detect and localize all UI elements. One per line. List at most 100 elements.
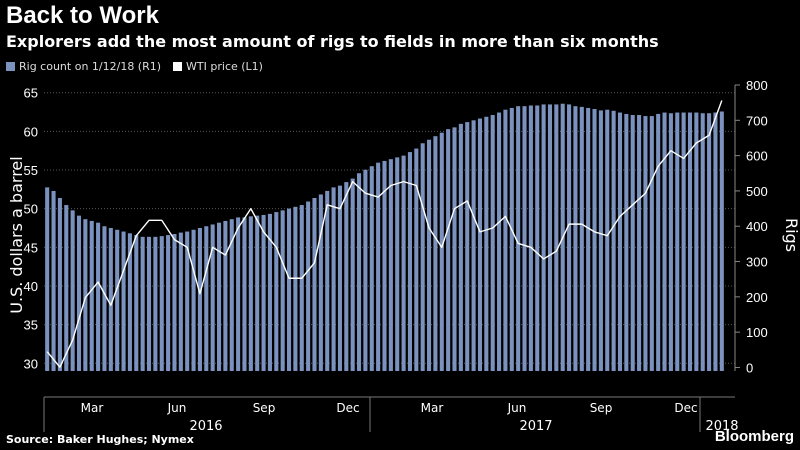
rig-count-bar	[134, 235, 139, 371]
rig-count-bar	[446, 129, 451, 371]
rig-count-bar	[707, 113, 712, 371]
rig-count-bar	[286, 208, 292, 371]
x-axis-month-label: Sep	[590, 401, 613, 415]
right-axis-tick-label: 500	[746, 184, 768, 199]
rig-count-bar	[312, 197, 317, 371]
x-axis-month-label: Dec	[674, 401, 697, 415]
rig-count-bar	[306, 201, 311, 371]
rig-count-bar	[458, 123, 463, 371]
chart-subtitle: Explorers add the most amount of rigs to…	[6, 32, 659, 51]
rig-count-bar	[166, 235, 171, 371]
rig-count-bar	[223, 220, 228, 371]
right-axis-tick-label: 0	[746, 360, 753, 375]
rig-count-bar	[146, 236, 152, 371]
rig-count-bar	[191, 229, 196, 371]
rig-count-bar	[102, 226, 107, 371]
rig-count-bar	[267, 213, 272, 371]
bloomberg-logo: Bloomberg	[714, 428, 794, 445]
left-axis-tick-label: 65	[24, 86, 38, 101]
wti-price-line	[46, 100, 723, 368]
left-axis-title: U.S. dollars a barrel	[7, 156, 26, 313]
x-axis-month-label: Mar	[81, 401, 104, 415]
rig-count-bar	[675, 112, 680, 371]
rig-count-bar	[401, 155, 406, 371]
rig-count-bar	[497, 112, 502, 371]
legend-item-wti-price: WTI price (L1)	[173, 60, 263, 73]
right-axis-tick-label: 300	[746, 255, 768, 270]
rig-count-bar	[293, 206, 298, 371]
rig-count-bar	[465, 122, 470, 372]
x-axis-month-label: Jun	[167, 401, 187, 415]
rig-count-bar	[407, 152, 412, 371]
x-axis-year-label: 2016	[189, 419, 222, 434]
rig-count-bar	[89, 220, 94, 371]
rig-count-bar	[204, 226, 209, 371]
rig-count-bar	[624, 113, 629, 371]
rig-count-bar	[452, 127, 457, 372]
rig-count-bar	[713, 112, 718, 371]
rig-count-bar	[579, 106, 584, 371]
rig-count-bar	[427, 139, 432, 371]
left-axis-tick-label: 40	[24, 279, 38, 294]
rig-count-bar	[185, 231, 190, 371]
rig-count-bar	[299, 205, 304, 371]
left-axis-tick-label: 45	[24, 240, 38, 255]
rig-count-bar	[280, 210, 285, 371]
rig-count-bar	[662, 112, 667, 371]
rig-count-bar	[503, 109, 508, 371]
rig-count-bar	[70, 210, 75, 371]
legend-label-wti-price: WTI price (L1)	[186, 60, 263, 73]
rig-count-bar	[83, 219, 88, 371]
rig-count-bar	[76, 215, 82, 371]
left-axis-tick-label: 50	[24, 202, 38, 217]
rig-count-bar	[439, 132, 444, 371]
rig-count-bar	[573, 106, 578, 372]
rig-count-bar	[325, 190, 330, 371]
rig-count-bar	[210, 224, 215, 371]
legend-swatch-line	[173, 62, 183, 71]
rig-count-bar	[490, 115, 495, 371]
left-axis-tick-label: 60	[24, 124, 38, 139]
rig-count-bar	[637, 115, 642, 371]
rig-count-bar	[592, 109, 597, 371]
rig-count-bar	[376, 162, 381, 371]
right-axis-tick-label: 400	[746, 219, 768, 234]
rig-count-bar	[363, 169, 368, 371]
x-axis-year-label: 2018	[705, 419, 738, 434]
right-axis-title: Rigs	[782, 218, 800, 252]
rig-count-bar	[656, 113, 661, 371]
rig-count-bar	[115, 229, 120, 371]
rig-count-bar	[369, 166, 374, 371]
rig-count-bar	[121, 231, 126, 371]
rig-count-bar	[197, 228, 202, 371]
rig-count-bar	[261, 214, 266, 371]
rig-count-bar	[51, 190, 56, 371]
rig-count-bar	[159, 236, 164, 371]
legend-label-rig-count: Rig count on 1/12/18 (R1)	[19, 60, 162, 73]
rig-count-bar	[178, 232, 183, 371]
right-axis-tick-label: 700	[746, 113, 768, 128]
rig-count-bar	[140, 236, 145, 371]
rig-count-bar	[414, 148, 419, 371]
rig-count-bar	[516, 106, 521, 372]
rig-count-bar	[350, 178, 355, 371]
rig-count-bar	[229, 219, 234, 371]
rig-count-bar	[255, 215, 260, 371]
x-axis-month-label: Jun	[507, 401, 527, 415]
rig-count-bar	[64, 205, 69, 371]
rig-count-bar	[605, 109, 610, 371]
rig-count-bar	[248, 216, 253, 371]
rig-count-bar	[274, 212, 279, 371]
rig-count-bar	[643, 116, 648, 372]
x-axis-month-label: Dec	[336, 401, 359, 415]
right-axis-tick-label: 200	[746, 290, 768, 305]
rig-count-bar	[719, 111, 724, 372]
rig-count-bar	[127, 233, 132, 371]
x-axis-month-label: Sep	[253, 401, 276, 415]
rig-count-bar	[630, 115, 635, 371]
rig-count-bar	[172, 234, 177, 371]
rig-count-bar	[357, 173, 362, 371]
right-axis-tick-label: 600	[746, 149, 768, 164]
rig-count-bar	[471, 120, 476, 371]
rig-count-bar	[395, 157, 400, 371]
